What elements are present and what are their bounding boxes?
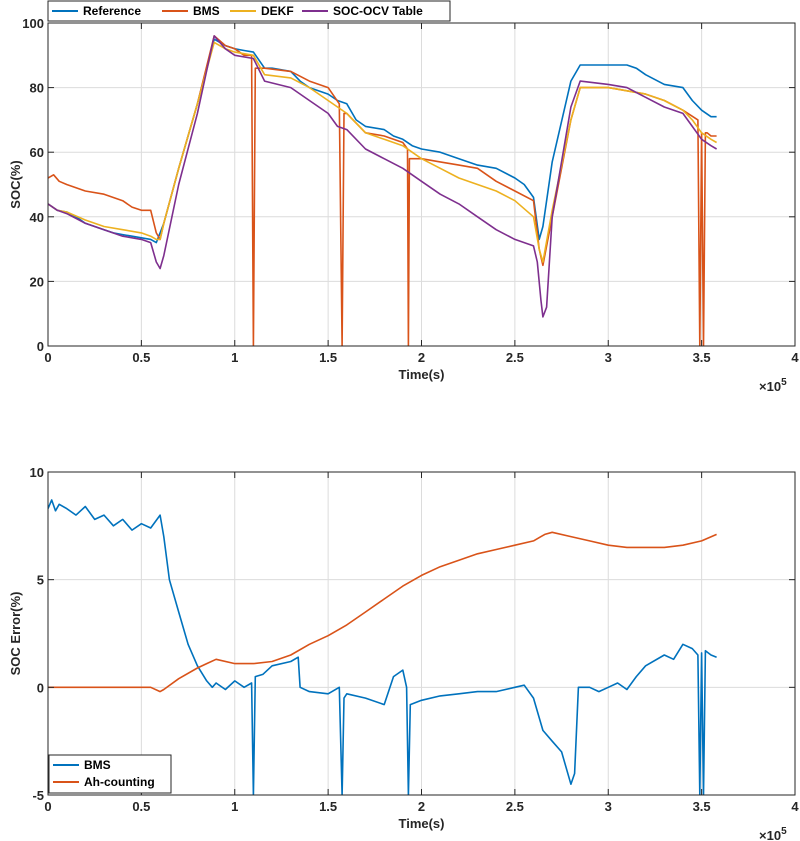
y-tick-label: -5 [32, 788, 44, 803]
series-line-reference [48, 38, 717, 244]
series-line-dekf [48, 41, 717, 263]
y-tick-label: 80 [30, 81, 44, 96]
x-tick-label: 4 [791, 350, 799, 365]
y-tick-label: 10 [30, 465, 44, 480]
x-tick-label: 2 [418, 350, 425, 365]
series-line-soc-ocv-table [48, 35, 718, 318]
x-tick-label: 1 [231, 799, 238, 814]
x-tick-label: 3.5 [693, 350, 711, 365]
y-axis-label: SOC Error(%) [8, 592, 23, 676]
y-tick-label: 60 [30, 145, 44, 160]
legend: BMS Ah-counting [48, 754, 172, 794]
y-tick-label: 5 [37, 573, 44, 588]
y-tick-label: 20 [30, 274, 44, 289]
x-axis-label: Time(s) [399, 367, 445, 382]
y-tick-label: 40 [30, 210, 44, 225]
x-exponent-label: ×105 [759, 377, 787, 394]
y-tick-label: 100 [22, 16, 44, 31]
series-group [48, 35, 718, 346]
x-tick-label: 1.5 [319, 350, 337, 365]
series-line-ah-counting [48, 531, 717, 693]
x-tick-label: 1 [231, 350, 238, 365]
x-tick-label: 0 [44, 799, 51, 814]
y-axis-label: SOC(%) [8, 160, 23, 208]
x-tick-label: 4 [791, 799, 799, 814]
x-tick-label: 2.5 [506, 799, 524, 814]
x-tick-label: 3 [605, 350, 612, 365]
x-exponent-label: ×105 [759, 826, 787, 841]
soc-plot: 0 0.5 1 1.5 2 2.5 3 3.5 4020406080100Time(s)SOC(… [8, 0, 799, 394]
x-tick-label: 2.5 [506, 350, 524, 365]
x-tick-label: 3 [605, 799, 612, 814]
x-tick-label: 0.5 [132, 799, 150, 814]
y-tick-label: 0 [37, 339, 44, 354]
legend-label: BMS [84, 758, 111, 772]
legend-label: DEKF [261, 4, 294, 18]
x-tick-label: 3.5 [693, 799, 711, 814]
legend-label: BMS [193, 4, 220, 18]
series-line-bms [48, 499, 717, 795]
x-tick-label: 0 [44, 350, 51, 365]
legend-label: Reference [83, 4, 141, 18]
series-group [48, 499, 717, 795]
x-tick-label: 2 [418, 799, 425, 814]
x-tick-label: 1.5 [319, 799, 337, 814]
legend-box [48, 754, 172, 794]
x-tick-label: 0.5 [132, 350, 150, 365]
x-axis-label: Time(s) [399, 816, 445, 831]
legend-label: SOC-OCV Table [333, 4, 423, 18]
legend: Reference BMS DEKF SOC-OCV Table [47, 0, 451, 22]
y-tick-label: 0 [37, 680, 44, 695]
legend-label: Ah-counting [84, 775, 155, 789]
